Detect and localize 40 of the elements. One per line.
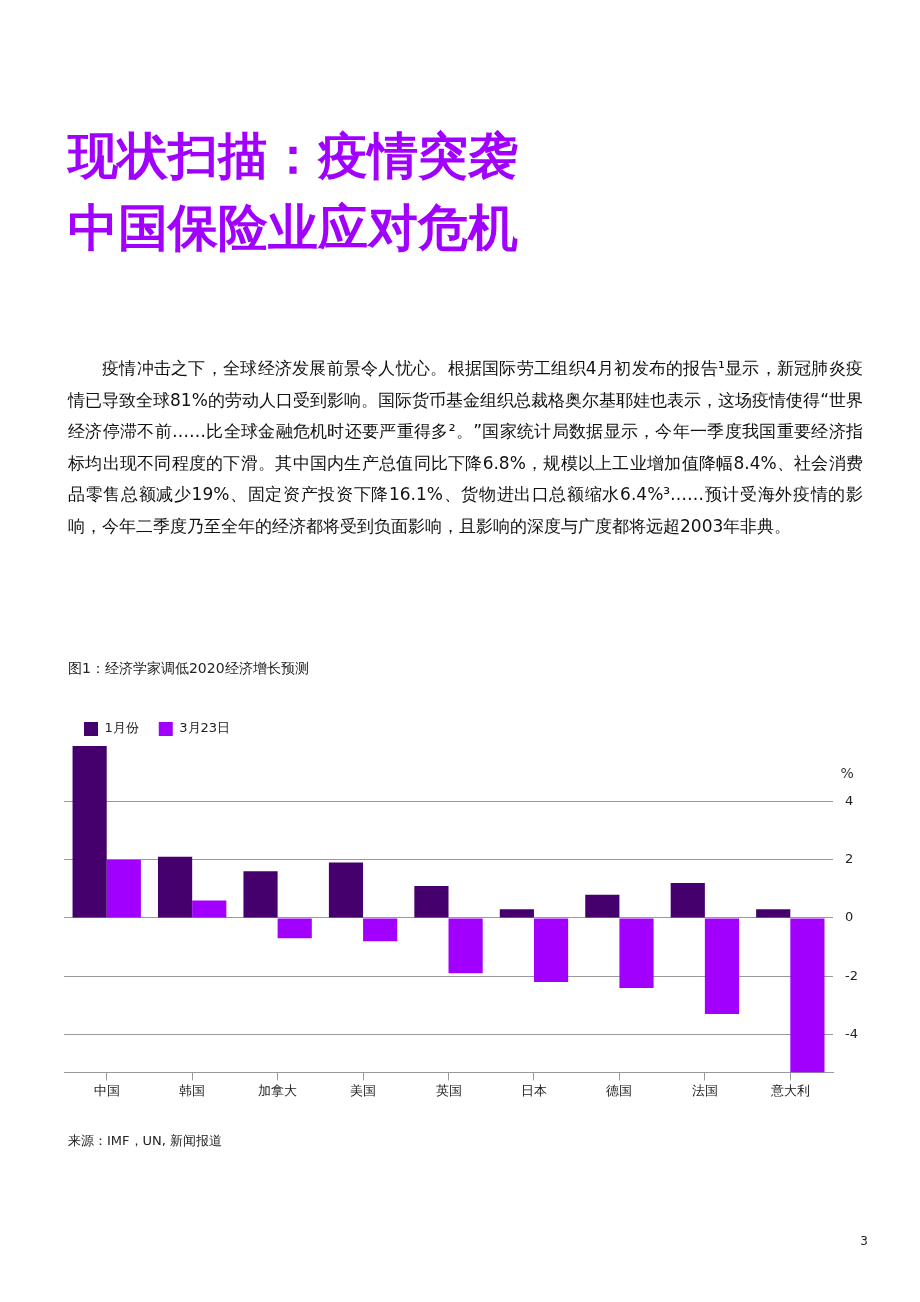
text: 3 xyxy=(860,1234,868,1248)
x-tick-label: 德国 xyxy=(606,1082,633,1098)
bar xyxy=(499,909,534,918)
y-tick-label: -2 xyxy=(845,967,859,983)
legend-label: 3月23日 xyxy=(179,720,231,736)
y-axis-title: % xyxy=(840,764,854,781)
caption: 图1：经济学家调低2020经济增长预测 xyxy=(68,660,309,678)
x-tick-label: 日本 xyxy=(520,1082,547,1098)
legend-label: 1月份 xyxy=(104,720,139,736)
bar xyxy=(448,918,483,974)
x-tick-label: 意大利 xyxy=(769,1082,810,1098)
bar xyxy=(328,862,364,918)
x-tick-label: 英国 xyxy=(435,1082,462,1098)
x-tick-label: 加拿大 xyxy=(258,1082,298,1098)
bar xyxy=(533,918,569,983)
bar xyxy=(790,918,825,1073)
bar xyxy=(72,746,107,918)
bar xyxy=(277,918,312,939)
bar xyxy=(585,894,620,918)
x-tick-label: 美国 xyxy=(350,1082,377,1098)
bar xyxy=(619,918,654,988)
chart-subtitle: 疫情冲击之下，全球经济发展前景令人忧心。根据国际劳工组织4月初发布的报告¹显示，新冠肺炎疫情已导致全球81%的劳动人口受到影响。国际货币基金组织总裁格奥尔基耶娃也表示，这场疫情使得“世界经济停滞不前……比全球金融危机时还要严重得多²。”国家统计局数据显示，今年一季度我国重要经济指标均出现不同程度的下滑。其中国内生产总值同比下降6.8%，规模以上工业增加值降幅8.4%、社会消费品零售总额减少19%、固定资产投资下降16.1%、货物进出口总额缩水6.4%³……预计受海外疫情的影响，今年二季度乃至全年的经济都将受到负面影响，且影响的深度与广度都将远超2003年非典。 xyxy=(68,357,863,538)
source-note: 来源：IMF，UN, 新闻报道 xyxy=(68,1132,223,1150)
bar xyxy=(157,856,193,918)
bar xyxy=(670,882,705,918)
bar xyxy=(106,859,141,918)
y-tick-label: -4 xyxy=(845,1025,859,1041)
x-tick-label: 法国 xyxy=(691,1082,718,1098)
bar xyxy=(243,871,278,918)
y-tick-label: 4 xyxy=(845,792,854,808)
bar xyxy=(192,900,227,918)
x-tick-label: 中国 xyxy=(93,1082,120,1098)
bar xyxy=(756,909,791,918)
bar xyxy=(704,918,740,1015)
chart-title: 现状扫描：疫情突袭中国保险业应对危机 xyxy=(68,126,519,259)
bar xyxy=(414,885,449,918)
y-tick-label: 2 xyxy=(845,851,854,867)
y-tick-label: 0 xyxy=(845,909,854,925)
bar xyxy=(363,918,398,942)
x-tick-label: 韩国 xyxy=(179,1082,206,1098)
